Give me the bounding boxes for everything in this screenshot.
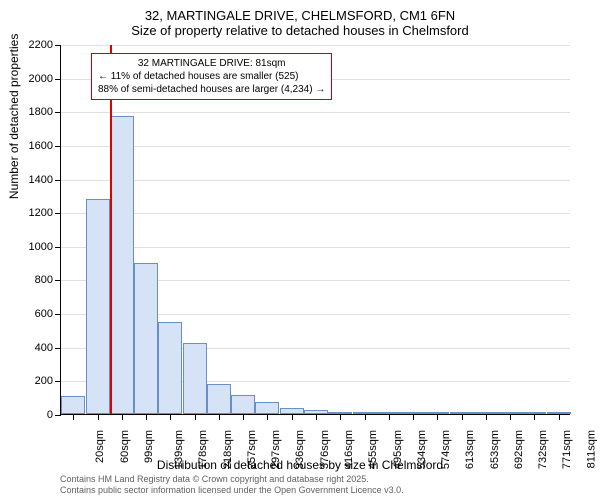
annotation-line: 32 MARTINGALE DRIVE: 81sqm bbox=[98, 57, 325, 70]
x-tick bbox=[122, 414, 123, 420]
grid-line bbox=[61, 180, 570, 181]
histogram-bar bbox=[110, 116, 134, 414]
x-tick-label: 99sqm bbox=[143, 430, 155, 463]
grid-line bbox=[61, 213, 570, 214]
x-tick-label: 732sqm bbox=[538, 430, 550, 469]
y-tick-label: 2200 bbox=[29, 39, 53, 51]
y-tick-label: 1200 bbox=[29, 207, 53, 219]
x-tick-label: 613sqm bbox=[465, 430, 477, 469]
x-tick bbox=[146, 414, 147, 420]
y-tick bbox=[55, 180, 61, 181]
chart-area: 0200400600800100012001400160018002000220… bbox=[60, 45, 570, 415]
title-line-1: 32, MARTINGALE DRIVE, CHELMSFORD, CM1 6F… bbox=[0, 8, 600, 23]
y-tick-label: 0 bbox=[47, 409, 53, 421]
annotation-line: ← 11% of detached houses are smaller (52… bbox=[98, 70, 325, 83]
x-axis-label: Distribution of detached houses by size … bbox=[157, 458, 443, 472]
grid-line bbox=[61, 112, 570, 113]
x-tick-label: 20sqm bbox=[94, 430, 106, 463]
grid-line bbox=[61, 247, 570, 248]
x-tick bbox=[510, 414, 511, 420]
histogram-bar bbox=[255, 402, 279, 414]
annotation-line: 88% of semi-detached houses are larger (… bbox=[98, 83, 325, 96]
x-tick-label: 771sqm bbox=[562, 430, 574, 469]
y-tick bbox=[55, 381, 61, 382]
y-tick-label: 400 bbox=[35, 342, 53, 354]
y-tick bbox=[55, 280, 61, 281]
x-tick bbox=[340, 414, 341, 420]
footer-attribution: Contains HM Land Registry data © Crown c… bbox=[60, 474, 404, 496]
y-tick-label: 1600 bbox=[29, 140, 53, 152]
x-tick-label: 60sqm bbox=[119, 430, 131, 463]
x-tick bbox=[73, 414, 74, 420]
x-tick bbox=[437, 414, 438, 420]
y-tick-label: 1000 bbox=[29, 241, 53, 253]
x-tick bbox=[219, 414, 220, 420]
annotation-box: 32 MARTINGALE DRIVE: 81sqm← 11% of detac… bbox=[91, 53, 332, 100]
x-tick bbox=[98, 414, 99, 420]
y-tick bbox=[55, 247, 61, 248]
histogram-bar bbox=[158, 322, 182, 415]
chart-title-block: 32, MARTINGALE DRIVE, CHELMSFORD, CM1 6F… bbox=[0, 0, 600, 38]
footer-line-1: Contains HM Land Registry data © Crown c… bbox=[60, 474, 404, 485]
histogram-bar bbox=[183, 343, 207, 414]
y-tick bbox=[55, 415, 61, 416]
y-tick bbox=[55, 112, 61, 113]
y-tick-label: 200 bbox=[35, 375, 53, 387]
reference-line bbox=[110, 45, 112, 414]
x-tick bbox=[389, 414, 390, 420]
y-axis-label: Number of detached properties bbox=[7, 34, 21, 199]
y-tick bbox=[55, 79, 61, 80]
x-tick bbox=[292, 414, 293, 420]
histogram-bar bbox=[207, 384, 231, 414]
x-tick bbox=[534, 414, 535, 420]
y-tick-label: 2000 bbox=[29, 73, 53, 85]
x-tick bbox=[413, 414, 414, 420]
histogram-bar bbox=[86, 199, 110, 414]
title-line-2: Size of property relative to detached ho… bbox=[0, 23, 600, 38]
y-tick-label: 1400 bbox=[29, 174, 53, 186]
y-tick bbox=[55, 314, 61, 315]
y-tick-label: 800 bbox=[35, 274, 53, 286]
histogram-bar bbox=[134, 263, 158, 414]
grid-line bbox=[61, 146, 570, 147]
y-tick bbox=[55, 45, 61, 46]
plot-region: 0200400600800100012001400160018002000220… bbox=[60, 45, 570, 415]
x-tick bbox=[559, 414, 560, 420]
histogram-bar bbox=[231, 395, 255, 414]
y-tick-label: 600 bbox=[35, 308, 53, 320]
y-tick bbox=[55, 213, 61, 214]
x-tick bbox=[486, 414, 487, 420]
x-tick-label: 653sqm bbox=[489, 430, 501, 469]
x-tick-label: 692sqm bbox=[513, 430, 525, 469]
y-tick bbox=[55, 348, 61, 349]
grid-line bbox=[61, 45, 570, 46]
x-tick bbox=[170, 414, 171, 420]
y-tick bbox=[55, 146, 61, 147]
x-tick bbox=[316, 414, 317, 420]
footer-line-2: Contains public sector information licen… bbox=[60, 485, 404, 496]
x-tick bbox=[462, 414, 463, 420]
histogram-bar bbox=[61, 396, 85, 415]
x-tick bbox=[267, 414, 268, 420]
x-tick-label: 811sqm bbox=[585, 430, 597, 468]
x-tick bbox=[365, 414, 366, 420]
y-tick-label: 1800 bbox=[29, 106, 53, 118]
x-tick bbox=[195, 414, 196, 420]
x-tick bbox=[243, 414, 244, 420]
